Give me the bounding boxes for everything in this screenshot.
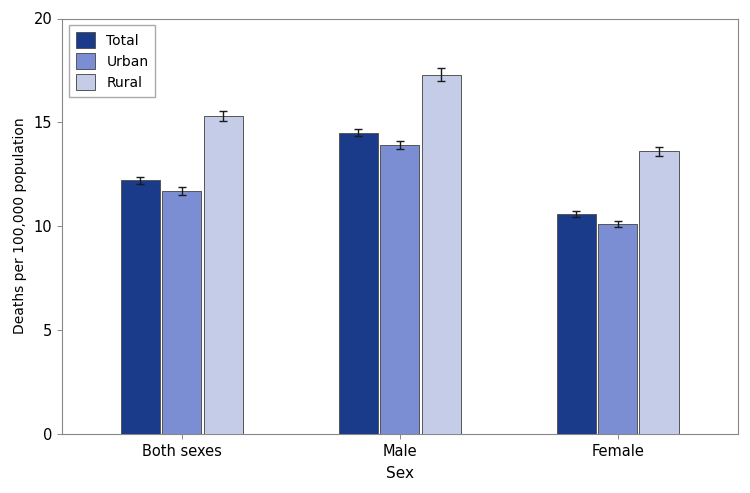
Bar <box>162 191 202 434</box>
Y-axis label: Deaths per 100,000 population: Deaths per 100,000 population <box>13 118 26 334</box>
Bar <box>422 74 460 434</box>
Legend: Total, Urban, Rural: Total, Urban, Rural <box>69 26 155 97</box>
Bar <box>598 224 638 434</box>
Bar <box>640 151 679 434</box>
Bar <box>121 180 160 434</box>
Bar <box>380 145 419 434</box>
X-axis label: Sex: Sex <box>386 465 414 481</box>
Bar <box>203 116 243 434</box>
Bar <box>339 133 378 434</box>
Bar <box>556 213 596 434</box>
